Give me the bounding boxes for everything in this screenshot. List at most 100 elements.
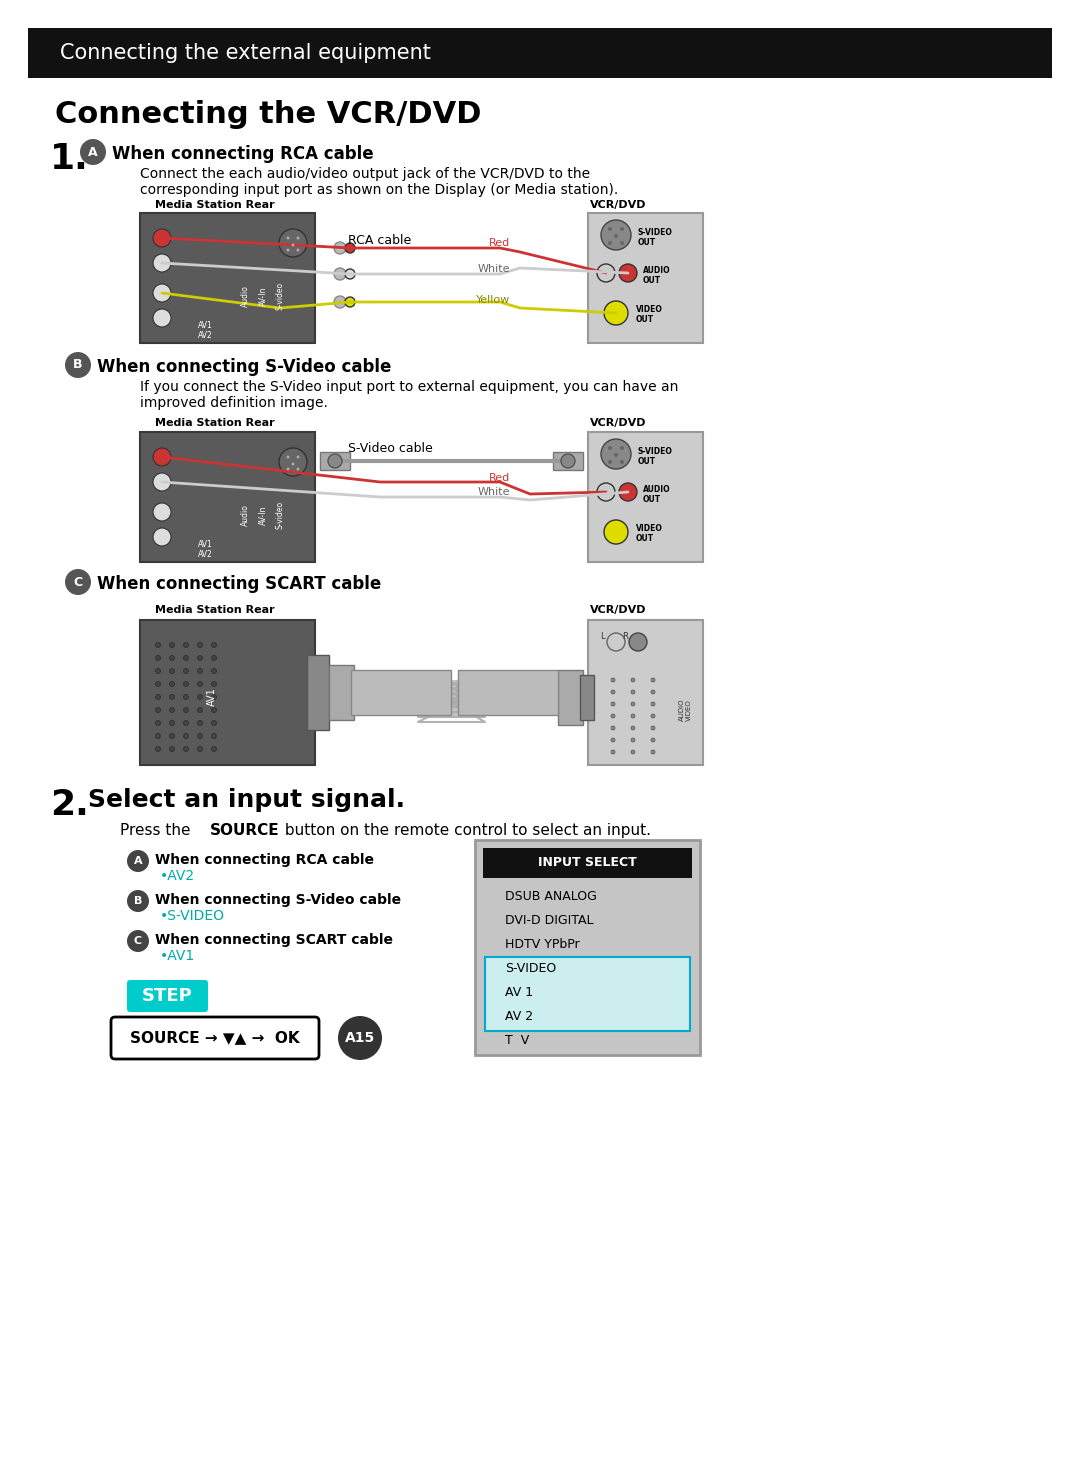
Text: •S-VIDEO: •S-VIDEO [160, 908, 225, 923]
Circle shape [184, 746, 189, 752]
Circle shape [170, 694, 175, 700]
Circle shape [651, 702, 654, 706]
Text: When connecting SCART cable: When connecting SCART cable [156, 933, 393, 947]
Text: C: C [73, 576, 82, 588]
Circle shape [345, 269, 355, 279]
Text: Yellow: Yellow [476, 295, 510, 304]
Text: Red: Red [489, 473, 510, 483]
Circle shape [156, 746, 161, 752]
Circle shape [608, 227, 612, 230]
Text: OUT: OUT [643, 495, 661, 504]
Circle shape [631, 702, 635, 706]
Text: S-VIDEO: S-VIDEO [638, 227, 673, 236]
Circle shape [156, 669, 161, 674]
FancyBboxPatch shape [127, 981, 208, 1012]
Circle shape [561, 453, 575, 468]
Text: AUDIO: AUDIO [643, 266, 671, 275]
Circle shape [198, 721, 203, 725]
Circle shape [156, 694, 161, 700]
Text: Connect the each audio/video output jack of the VCR/DVD to the
corresponding inp: Connect the each audio/video output jack… [140, 167, 618, 198]
Circle shape [184, 681, 189, 687]
Circle shape [65, 352, 91, 378]
Circle shape [198, 707, 203, 712]
Text: Media Station Rear: Media Station Rear [156, 606, 274, 614]
Bar [320, 452, 350, 470]
Text: AV-In: AV-In [258, 505, 268, 524]
Circle shape [170, 721, 175, 725]
Circle shape [156, 656, 161, 660]
Text: AV2: AV2 [198, 331, 213, 340]
Bar [475, 840, 700, 1055]
Text: STEP: STEP [141, 987, 192, 1004]
Circle shape [297, 468, 299, 471]
Circle shape [127, 849, 149, 871]
Text: OUT: OUT [636, 315, 654, 323]
Text: AV-In: AV-In [258, 287, 268, 306]
Circle shape [604, 520, 627, 544]
Text: L: L [600, 632, 605, 641]
Circle shape [651, 690, 654, 694]
Text: If you connect the S-Video input port to external equipment, you can have an
imp: If you connect the S-Video input port to… [140, 380, 678, 411]
Circle shape [184, 642, 189, 647]
Text: S-VIDEO: S-VIDEO [638, 448, 673, 456]
Circle shape [620, 446, 624, 450]
Circle shape [156, 642, 161, 647]
Circle shape [156, 734, 161, 738]
Circle shape [604, 301, 627, 325]
Circle shape [198, 642, 203, 647]
Circle shape [611, 690, 615, 694]
Bar [351, 671, 451, 715]
Circle shape [198, 694, 203, 700]
Circle shape [619, 264, 637, 282]
Circle shape [631, 727, 635, 730]
Circle shape [611, 738, 615, 741]
Circle shape [297, 248, 299, 251]
Text: DSUB ANALOG: DSUB ANALOG [505, 891, 597, 902]
Text: 1.: 1. [50, 142, 89, 176]
Circle shape [651, 727, 654, 730]
Text: VIDEO: VIDEO [636, 304, 663, 315]
Circle shape [279, 229, 307, 257]
Text: C: C [134, 936, 143, 945]
Circle shape [608, 459, 612, 464]
Circle shape [345, 297, 355, 307]
Circle shape [597, 264, 615, 282]
Circle shape [212, 707, 216, 712]
Circle shape [127, 931, 149, 953]
Circle shape [345, 244, 355, 253]
Text: When connecting S-Video cable: When connecting S-Video cable [156, 894, 401, 907]
Circle shape [212, 746, 216, 752]
Text: AV1: AV1 [198, 541, 213, 549]
Circle shape [170, 656, 175, 660]
Circle shape [286, 455, 289, 458]
Circle shape [184, 734, 189, 738]
Bar [140, 213, 315, 343]
Text: B: B [134, 897, 143, 905]
Text: When connecting SCART cable: When connecting SCART cable [97, 575, 381, 592]
Bar [140, 431, 315, 563]
Text: Audio: Audio [241, 504, 249, 526]
Text: OUT: OUT [643, 276, 661, 285]
Circle shape [334, 295, 346, 309]
Bar [588, 213, 703, 343]
Circle shape [212, 642, 216, 647]
Text: Select an input signal.: Select an input signal. [87, 789, 405, 812]
Circle shape [153, 229, 171, 247]
Bar [28, 28, 1052, 78]
Circle shape [334, 267, 346, 281]
Circle shape [651, 678, 654, 682]
Bar [307, 654, 329, 730]
Text: When connecting S-Video cable: When connecting S-Video cable [97, 357, 391, 377]
Circle shape [153, 527, 171, 546]
Circle shape [651, 738, 654, 741]
Circle shape [153, 448, 171, 467]
Circle shape [611, 713, 615, 718]
Text: Press the: Press the [120, 823, 195, 837]
Circle shape [651, 713, 654, 718]
Bar [485, 957, 690, 1031]
Circle shape [629, 634, 647, 651]
Circle shape [328, 453, 342, 468]
Circle shape [651, 750, 654, 753]
FancyBboxPatch shape [111, 1018, 319, 1059]
Text: A: A [134, 857, 143, 866]
